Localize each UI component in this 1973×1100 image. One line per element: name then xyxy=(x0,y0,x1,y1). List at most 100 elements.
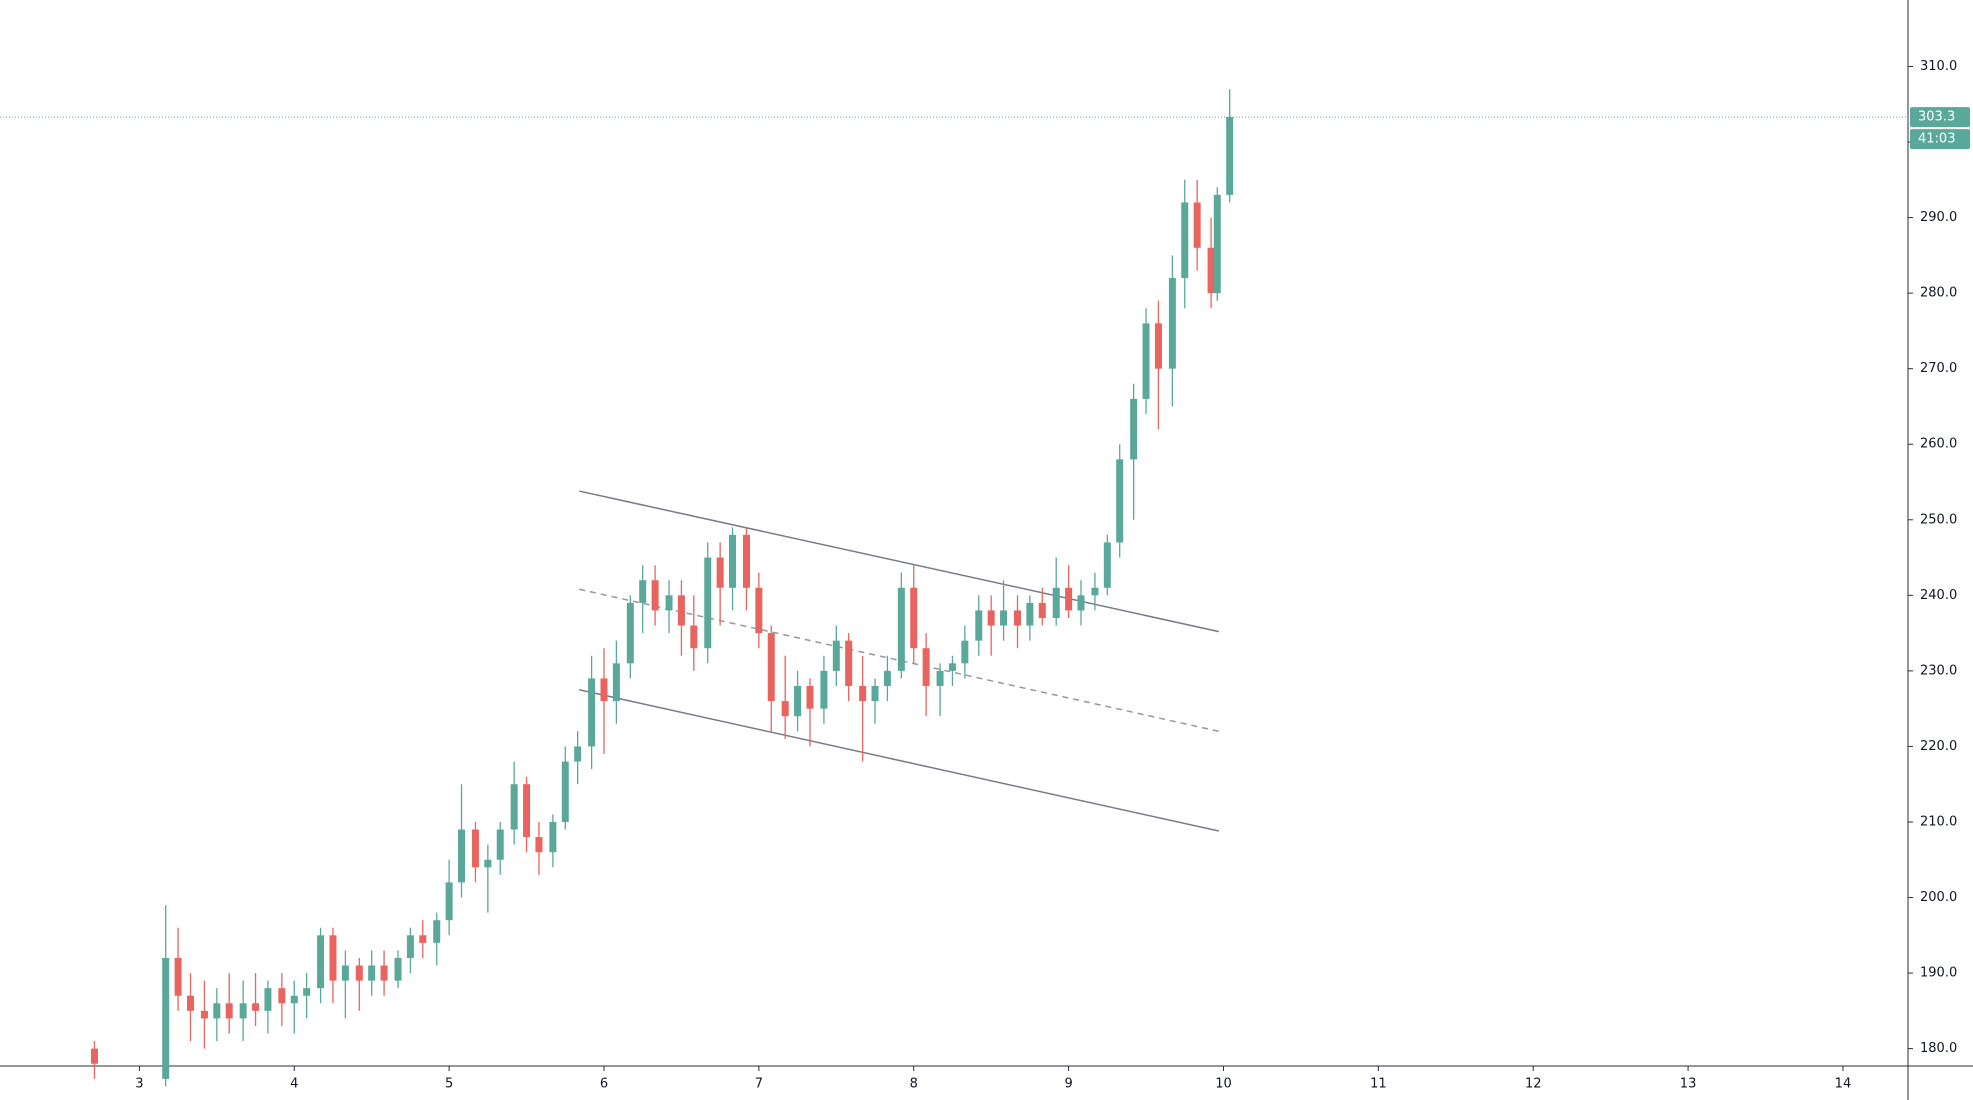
candle-body xyxy=(897,587,905,671)
candle-body xyxy=(794,685,802,717)
last-price-label: 303.3 xyxy=(1918,110,1955,125)
last-price-box xyxy=(1910,107,1970,128)
candle-body xyxy=(1168,278,1176,369)
candle-body xyxy=(806,685,814,709)
x-tick-label: 12 xyxy=(1525,1077,1542,1092)
candle-body xyxy=(458,829,466,883)
candle-body xyxy=(561,761,569,822)
candle-body xyxy=(380,965,388,981)
candle-body xyxy=(252,1003,260,1011)
candle-body xyxy=(445,882,453,921)
countdown-label: 41:03 xyxy=(1918,132,1955,147)
candle-body xyxy=(1116,459,1124,543)
candle-body xyxy=(355,965,363,981)
candle-body xyxy=(626,602,634,664)
candle-body xyxy=(651,580,659,611)
candle-body xyxy=(975,610,983,641)
countdown-box xyxy=(1910,129,1970,150)
candle-body xyxy=(162,957,170,1079)
candle-body xyxy=(484,859,492,868)
x-tick-label: 4 xyxy=(290,1077,298,1092)
x-tick-label: 8 xyxy=(910,1077,918,1092)
candle-body xyxy=(639,580,647,603)
candle-body xyxy=(600,678,608,702)
candle-body xyxy=(523,784,531,838)
candle-body xyxy=(1013,610,1021,626)
candle-body xyxy=(1193,202,1201,248)
candle-body xyxy=(394,957,402,981)
candle-body xyxy=(496,829,504,860)
x-tick-label: 11 xyxy=(1370,1077,1387,1092)
candle-body xyxy=(665,595,673,611)
channel-line xyxy=(579,689,1219,832)
candle-body xyxy=(755,587,763,634)
candle-body xyxy=(1154,323,1162,369)
candle-body xyxy=(948,663,956,671)
y-tick-label: 250.0 xyxy=(1920,512,1957,527)
candle-body xyxy=(922,648,930,686)
candle-body xyxy=(303,988,311,996)
candle-body xyxy=(767,633,775,702)
y-tick-label: 270.0 xyxy=(1920,361,1957,376)
candle-body xyxy=(716,557,724,588)
candle-body xyxy=(264,988,272,1011)
x-tick-label: 14 xyxy=(1835,1077,1852,1092)
candle-body xyxy=(883,670,891,686)
candle-body xyxy=(704,557,712,649)
candle-body xyxy=(690,625,698,649)
candle-body xyxy=(1130,398,1138,460)
candle-body xyxy=(1077,595,1085,611)
x-tick-label: 9 xyxy=(1064,1077,1072,1092)
y-tick-label: 310.0 xyxy=(1920,59,1957,74)
candle-body xyxy=(987,610,995,626)
candle-body xyxy=(729,534,737,588)
candle-body xyxy=(1213,194,1221,294)
candle-body xyxy=(1026,602,1034,626)
candle-body xyxy=(936,670,944,686)
candle-body xyxy=(174,957,182,996)
candle-body xyxy=(832,640,840,671)
x-tick-label: 13 xyxy=(1680,1077,1697,1092)
candle-body xyxy=(1065,587,1073,611)
x-tick-label: 3 xyxy=(135,1077,143,1092)
channel-line xyxy=(579,490,1219,633)
candle-body xyxy=(961,640,969,664)
x-tick-label: 6 xyxy=(600,1077,608,1092)
candle-body xyxy=(1000,610,1008,626)
candle-body xyxy=(433,920,441,943)
candle-body xyxy=(510,784,518,830)
candle-body xyxy=(90,1048,98,1064)
candle-body xyxy=(845,640,853,686)
candle-body xyxy=(1052,587,1060,618)
candle-body xyxy=(859,685,867,702)
candle-body xyxy=(574,746,582,762)
candle-body xyxy=(677,595,685,626)
candle-body xyxy=(549,821,557,853)
candle-body xyxy=(225,1003,233,1019)
y-tick-label: 220.0 xyxy=(1920,739,1957,754)
candle-body xyxy=(871,685,879,702)
candle-body xyxy=(535,837,543,853)
candle-body xyxy=(200,1010,208,1019)
candle-body xyxy=(1142,323,1150,399)
candle-body xyxy=(406,935,414,958)
candle-body xyxy=(1103,542,1111,588)
y-tick-label: 180.0 xyxy=(1920,1041,1957,1056)
candle-body xyxy=(1091,587,1099,596)
y-tick-label: 210.0 xyxy=(1920,814,1957,829)
x-tick-label: 7 xyxy=(755,1077,763,1092)
y-tick-label: 230.0 xyxy=(1920,663,1957,678)
candle-body xyxy=(290,995,298,1004)
candle-body xyxy=(781,701,789,717)
y-tick-label: 260.0 xyxy=(1920,437,1957,452)
y-tick-label: 290.0 xyxy=(1920,210,1957,225)
candle-body xyxy=(612,663,620,702)
candle-body xyxy=(910,587,918,649)
y-tick-label: 240.0 xyxy=(1920,588,1957,603)
candle-body xyxy=(588,678,596,747)
candle-body xyxy=(1207,247,1215,294)
candle-body xyxy=(317,935,325,989)
candle-body xyxy=(239,1003,247,1019)
